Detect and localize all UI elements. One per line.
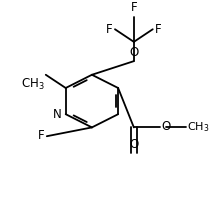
Text: F: F: [155, 23, 162, 36]
Text: O: O: [129, 138, 138, 151]
Text: CH$_3$: CH$_3$: [21, 77, 45, 92]
Text: F: F: [106, 23, 112, 36]
Text: F: F: [131, 1, 137, 14]
Text: F: F: [38, 129, 44, 142]
Text: CH$_3$: CH$_3$: [187, 121, 209, 134]
Text: O: O: [130, 46, 139, 59]
Text: O: O: [161, 121, 170, 133]
Text: N: N: [53, 108, 62, 121]
